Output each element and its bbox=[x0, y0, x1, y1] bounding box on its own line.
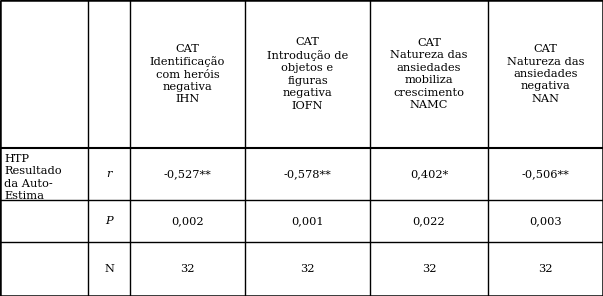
Text: -0,578**: -0,578** bbox=[283, 169, 332, 179]
Text: 32: 32 bbox=[421, 264, 436, 274]
Text: CAT
Natureza das
ansiedades
mobiliza
crescimento
NAMC: CAT Natureza das ansiedades mobiliza cre… bbox=[390, 38, 468, 110]
Text: 32: 32 bbox=[180, 264, 195, 274]
Text: CAT
Introdução de
objetos e
figuras
negativa
IOFN: CAT Introdução de objetos e figuras nega… bbox=[267, 38, 348, 110]
Text: N: N bbox=[104, 264, 114, 274]
Text: HTP
Resultado
da Auto-
Estima: HTP Resultado da Auto- Estima bbox=[4, 154, 62, 201]
Text: -0,527**: -0,527** bbox=[163, 169, 212, 179]
Text: -0,506**: -0,506** bbox=[522, 169, 569, 179]
Text: CAT
Identificação
com heróis
negativa
IHN: CAT Identificação com heróis negativa IH… bbox=[150, 44, 225, 104]
Text: CAT
Natureza das
ansiedades
negativa
NAN: CAT Natureza das ansiedades negativa NAN bbox=[507, 44, 584, 104]
Text: 0,402*: 0,402* bbox=[410, 169, 448, 179]
Text: 0,001: 0,001 bbox=[291, 216, 324, 226]
Text: 0,022: 0,022 bbox=[412, 216, 445, 226]
Text: 0,003: 0,003 bbox=[529, 216, 562, 226]
Text: 32: 32 bbox=[300, 264, 315, 274]
Text: 32: 32 bbox=[538, 264, 553, 274]
Text: 0,002: 0,002 bbox=[171, 216, 204, 226]
Text: r: r bbox=[106, 169, 112, 179]
Text: P: P bbox=[105, 216, 113, 226]
